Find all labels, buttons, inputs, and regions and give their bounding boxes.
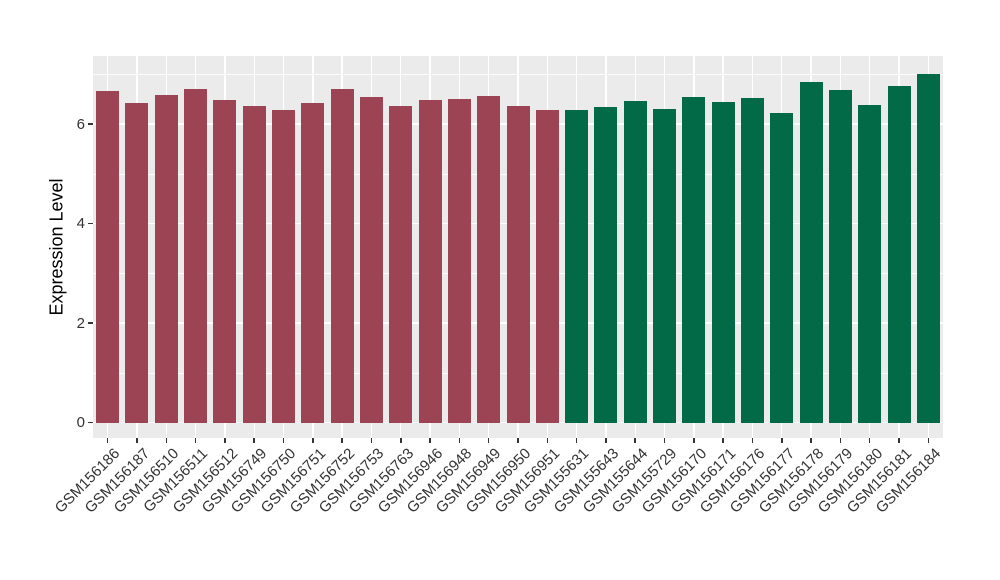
bar-GSM156751	[301, 102, 325, 423]
plot-panel	[93, 56, 943, 438]
x-tick-mark-GSM156749	[253, 438, 255, 443]
bar-GSM156178	[799, 82, 823, 423]
x-tick-mark-GSM156178	[810, 438, 812, 443]
bar-GSM155729	[653, 108, 677, 423]
bar-GSM155644	[623, 100, 647, 423]
x-tick-mark-GSM156753	[370, 438, 373, 443]
x-tick-mark-GSM156180	[868, 438, 871, 443]
x-tick-mark-GSM156750	[282, 438, 285, 443]
x-tick-mark-GSM155729	[663, 438, 666, 443]
x-tick-mark-GSM156187	[136, 438, 138, 443]
x-tick-mark-GSM156949	[487, 438, 490, 443]
bar-GSM156753	[359, 97, 383, 423]
x-tick-mark-GSM156184	[927, 438, 930, 443]
bar-GSM156948	[447, 99, 471, 423]
bar-GSM156170	[682, 96, 706, 423]
x-tick-mark-GSM156751	[312, 438, 314, 443]
bar-GSM156184	[916, 73, 940, 423]
x-tick-mark-GSM156510	[165, 438, 168, 443]
x-tick-mark-GSM156511	[194, 438, 197, 443]
bar-GSM156510	[154, 95, 178, 423]
y-tick-mark-2	[87, 322, 93, 324]
x-tick-mark-GSM155644	[634, 438, 636, 443]
bar-GSM156749	[242, 106, 266, 423]
bar-GSM156752	[330, 88, 354, 423]
bar-GSM156181	[887, 85, 911, 423]
x-tick-mark-GSM156170	[693, 438, 695, 443]
x-tick-mark-GSM156946	[429, 438, 431, 443]
bar-GSM156179	[828, 90, 852, 423]
bar-GSM156512	[213, 100, 237, 423]
bar-GSM156171	[711, 101, 735, 423]
bar-GSM156186	[96, 91, 120, 423]
y-tick-mark-6	[87, 123, 93, 125]
bar-GSM156177	[770, 112, 794, 423]
bar-GSM156949	[477, 95, 501, 423]
bar-GSM155643	[594, 106, 618, 423]
bar-GSM156180	[858, 104, 882, 423]
x-tick-mark-GSM155631	[575, 438, 578, 443]
x-tick-mark-GSM155643	[605, 438, 607, 443]
y-tick-label-2: 2	[76, 314, 85, 332]
x-tick-mark-GSM156951	[546, 438, 549, 443]
x-tick-mark-GSM156512	[224, 438, 226, 443]
x-tick-mark-GSM156763	[400, 438, 402, 443]
y-tick-mark-4	[87, 222, 93, 225]
x-tick-mark-GSM156950	[517, 438, 519, 443]
x-tick-mark-GSM156171	[722, 438, 724, 443]
y-tick-label-4: 4	[76, 215, 85, 233]
x-tick-mark-GSM156752	[341, 438, 343, 443]
bar-GSM156763	[389, 106, 413, 423]
x-tick-mark-GSM156177	[781, 438, 783, 443]
bar-GSM156511	[184, 88, 208, 423]
bar-GSM156946	[418, 100, 442, 423]
y-axis-title: Expression Level	[46, 178, 67, 316]
x-tick-mark-GSM156181	[898, 438, 900, 443]
bar-GSM156950	[506, 105, 530, 423]
bar-GSM155631	[565, 109, 589, 423]
y-tick-label-0: 0	[76, 414, 85, 432]
bar-GSM156187	[125, 102, 149, 423]
bar-GSM156176	[740, 97, 764, 423]
x-tick-mark-GSM156948	[458, 438, 461, 443]
bar-GSM156750	[272, 109, 296, 423]
x-tick-mark-GSM156186	[106, 438, 109, 443]
y-tick-mark-0	[87, 421, 93, 424]
x-tick-mark-GSM156176	[751, 438, 754, 443]
y-tick-label-6: 6	[76, 115, 85, 133]
bar-GSM156951	[535, 109, 559, 423]
x-tick-mark-GSM156179	[839, 438, 842, 443]
